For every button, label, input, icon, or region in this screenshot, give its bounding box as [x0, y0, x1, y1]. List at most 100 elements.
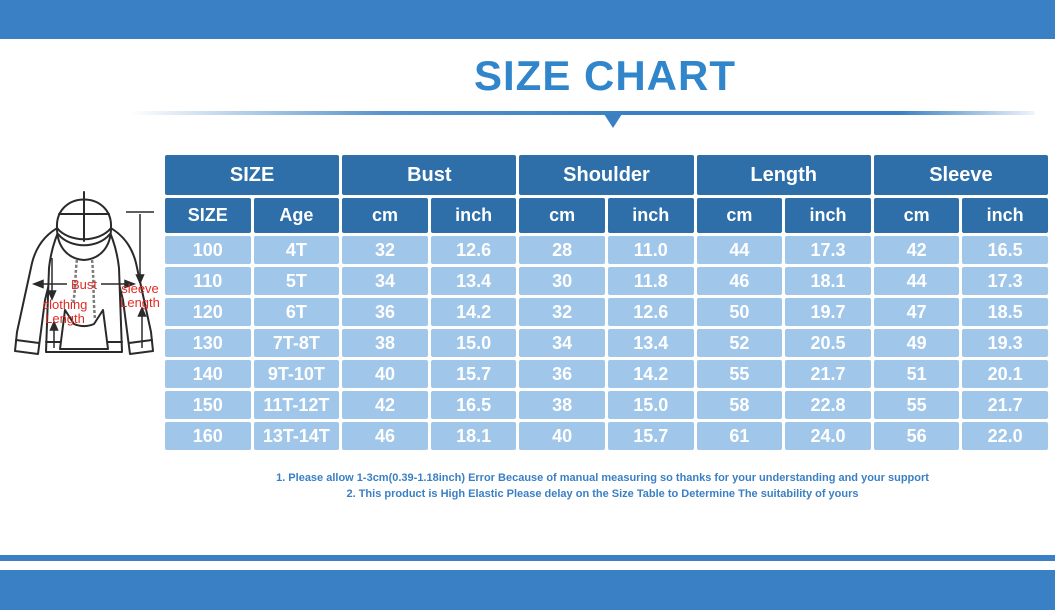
group-header-cell: SIZE	[165, 155, 340, 195]
hoodie-measure-diagram: Bust clothing Length sleeve Length	[5, 172, 163, 372]
table-cell: 15.7	[430, 360, 517, 388]
table-cell: 24.0	[785, 422, 871, 450]
table-cell: 21.7	[785, 360, 871, 388]
table-cell: 40	[519, 422, 605, 450]
table-cell: 44	[696, 236, 783, 264]
table-cell: 30	[519, 267, 605, 295]
table-cell: 12.6	[430, 236, 517, 264]
thin-divider-bar	[0, 555, 1055, 561]
table-cell: 19.7	[785, 298, 871, 326]
sleeve-length-label-line1: sleeve	[121, 281, 159, 296]
table-cell: 44	[873, 267, 960, 295]
top-banner-bar	[0, 0, 1055, 39]
table-cell: 19.3	[962, 329, 1048, 357]
table-cell: 38	[342, 329, 428, 357]
subheader-cell: SIZE	[165, 198, 251, 233]
table-cell: 9T-10T	[253, 360, 340, 388]
group-header-cell: Shoulder	[519, 155, 694, 195]
hoodie-pocket	[59, 309, 109, 350]
table-cell: 56	[873, 422, 960, 450]
group-header-cell: Length	[696, 155, 871, 195]
table-cell: 42	[342, 391, 428, 419]
table-cell: 18.1	[430, 422, 517, 450]
table-cell: 34	[519, 329, 605, 357]
table-cell: 140	[165, 360, 251, 388]
table-cell: 32	[342, 236, 428, 264]
subheader-cell: inch	[607, 198, 694, 233]
subheader-cell: cm	[342, 198, 428, 233]
table-cell: 47	[873, 298, 960, 326]
size-table: SIZE Bust Shoulder Length Sleeve SIZE Age cm inc…	[165, 155, 1048, 450]
table-cell: 55	[696, 360, 783, 388]
table-cell: 34	[342, 267, 428, 295]
footnote-line-1: 1. Please allow 1-3cm(0.39-1.18inch) Err…	[276, 472, 929, 484]
table-cell: 17.3	[962, 267, 1048, 295]
subheader-cell: cm	[873, 198, 960, 233]
group-header-cell: Sleeve	[873, 155, 1048, 195]
table-cell: 13.4	[607, 329, 694, 357]
table-cell: 5T	[253, 267, 340, 295]
sleeve-length-label-line2: Length	[120, 295, 160, 310]
table-cell: 15.0	[430, 329, 517, 357]
clothing-length-label-line1: clothing	[43, 297, 88, 312]
table-cell: 160	[165, 422, 251, 450]
table-cell: 42	[873, 236, 960, 264]
table-cell: 52	[696, 329, 783, 357]
subheader-cell: Age	[253, 198, 340, 233]
table-cell: 55	[873, 391, 960, 419]
table-cell: 20.5	[785, 329, 871, 357]
divider-down-arrow-icon	[604, 114, 622, 128]
page-title: SIZE CHART	[474, 52, 736, 99]
table-cell: 7T-8T	[253, 329, 340, 357]
table-cell: 4T	[253, 236, 340, 264]
measurement-arrows	[31, 211, 154, 348]
table-cell: 51	[873, 360, 960, 388]
table-cell: 50	[696, 298, 783, 326]
table-cell: 11.8	[607, 267, 694, 295]
table-cell: 17.3	[785, 236, 871, 264]
table-cell: 150	[165, 391, 251, 419]
table-cell: 16.5	[430, 391, 517, 419]
table-cell: 14.2	[607, 360, 694, 388]
table-cell: 46	[696, 267, 783, 295]
table-cell: 12.6	[607, 298, 694, 326]
table-cell: 40	[342, 360, 428, 388]
clothing-length-label-line2: Length	[45, 311, 85, 326]
table-cell: 36	[342, 298, 428, 326]
subheader-cell: inch	[962, 198, 1048, 233]
footnotes: 1. Please allow 1-3cm(0.39-1.18inch) Err…	[150, 470, 1055, 502]
hoodie-sketch-icon: Bust clothing Length sleeve Length	[14, 191, 160, 355]
title-divider-line	[130, 111, 1035, 115]
subheader-cell: cm	[696, 198, 783, 233]
table-cell: 22.8	[785, 391, 871, 419]
subheader-cell: inch	[430, 198, 517, 233]
table-cell: 28	[519, 236, 605, 264]
group-header-cell: Bust	[342, 155, 517, 195]
table-cell: 13T-14T	[253, 422, 340, 450]
table-cell: 21.7	[962, 391, 1048, 419]
table-cell: 20.1	[962, 360, 1048, 388]
table-cell: 32	[519, 298, 605, 326]
table-cell: 15.0	[607, 391, 694, 419]
table-cell: 15.7	[607, 422, 694, 450]
table-cell: 49	[873, 329, 960, 357]
table-cell: 18.5	[962, 298, 1048, 326]
table-cell: 16.5	[962, 236, 1048, 264]
table-cell: 18.1	[785, 267, 871, 295]
table-cell: 14.2	[430, 298, 517, 326]
table-cell: 6T	[253, 298, 340, 326]
table-cell: 120	[165, 298, 251, 326]
table-cell: 11T-12T	[253, 391, 340, 419]
table-cell: 22.0	[962, 422, 1048, 450]
bottom-banner-bar	[0, 570, 1055, 610]
table-cell: 13.4	[430, 267, 517, 295]
subheader-cell: cm	[519, 198, 605, 233]
footnote-line-2: 2. This product is High Elastic Please d…	[346, 488, 859, 500]
bust-label: Bust	[71, 277, 97, 292]
table-cell: 110	[165, 267, 251, 295]
table-cell: 11.0	[607, 236, 694, 264]
table-cell: 130	[165, 329, 251, 357]
table-cell: 46	[342, 422, 428, 450]
table-cell: 58	[696, 391, 783, 419]
table-cell: 36	[519, 360, 605, 388]
